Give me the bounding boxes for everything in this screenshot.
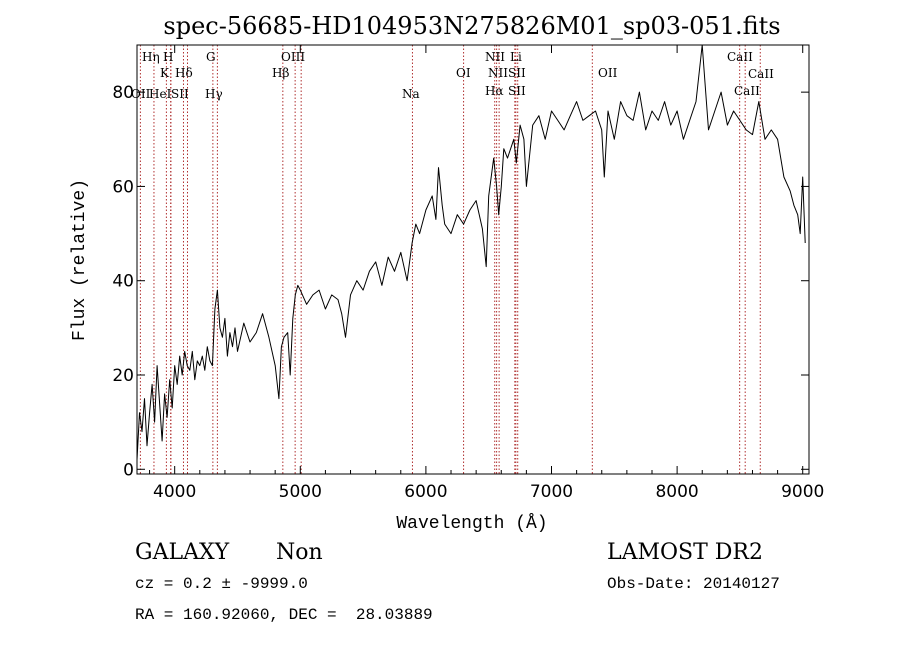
ra-dec: RA = 160.92060, DEC = 28.03889	[135, 606, 433, 624]
label-nii-mid: NII	[488, 66, 508, 80]
label-heta: Hη	[142, 50, 160, 64]
y-tick-label-20: 20	[112, 366, 134, 386]
x-tick-label-5000: 5000	[279, 482, 322, 502]
label-li: Li	[510, 50, 522, 64]
y-tick-label-40: 40	[112, 272, 134, 292]
label-caii-low: CaII	[734, 84, 760, 98]
label-caii-top: CaII	[727, 50, 753, 64]
label-oiii: OIII	[281, 50, 305, 64]
x-axis-ticks: 4000 5000 6000 7000 8000 9000	[149, 45, 824, 502]
redshift-cz: cz = 0.2 ± -9999.0	[135, 575, 308, 593]
label-oii-blue: OII	[131, 87, 151, 101]
label-halpha: Hα	[485, 84, 504, 98]
label-hbeta: Hβ	[272, 66, 289, 80]
obs-date: Obs-Date: 20140127	[607, 575, 780, 593]
label-g: G	[206, 50, 216, 64]
x-tick-label-4000: 4000	[153, 482, 196, 502]
label-caii-mid: CaII	[748, 67, 774, 81]
label-sii-blue: SII	[171, 87, 189, 101]
label-oi: OI	[456, 66, 471, 80]
y-tick-label-0: 0	[123, 460, 134, 480]
y-tick-label-80: 80	[112, 83, 134, 103]
x-axis-label: Wavelength (Å)	[396, 513, 547, 534]
spectrum-series	[136, 44, 806, 460]
object-class: GALAXY	[135, 540, 230, 565]
label-hdelta: Hδ	[175, 66, 193, 80]
y-axis-ticks: 0 20 40 60 80	[112, 83, 809, 480]
label-nii-top: NII	[485, 50, 505, 64]
plot-frame	[136, 44, 810, 475]
y-axis-label: Flux (relative)	[70, 179, 90, 341]
chart-title: spec-56685-HD104953N275826M01_sp03-051.f…	[163, 12, 780, 40]
label-k: K	[160, 66, 170, 80]
x-tick-label-9000: 9000	[781, 482, 824, 502]
label-oii-red: OII	[598, 66, 618, 80]
label-hgamma: Hγ	[205, 87, 223, 101]
spectral-line-markers	[139, 45, 761, 474]
x-tick-label-6000: 6000	[404, 482, 447, 502]
label-na: Na	[402, 87, 420, 101]
object-subclass: Non	[276, 540, 323, 565]
line-labels: OII Hη H K HeI SII Hδ G Hγ Hβ OIII Na OI…	[131, 50, 774, 101]
label-sii-low: SII	[508, 84, 526, 98]
label-h: H	[163, 50, 173, 64]
label-sii-mid: SII	[508, 66, 526, 80]
x-tick-label-8000: 8000	[655, 482, 698, 502]
survey-name: LAMOST DR2	[607, 540, 763, 565]
y-tick-label-60: 60	[112, 177, 134, 197]
x-tick-label-7000: 7000	[530, 482, 573, 502]
label-hei: HeI	[149, 87, 172, 101]
